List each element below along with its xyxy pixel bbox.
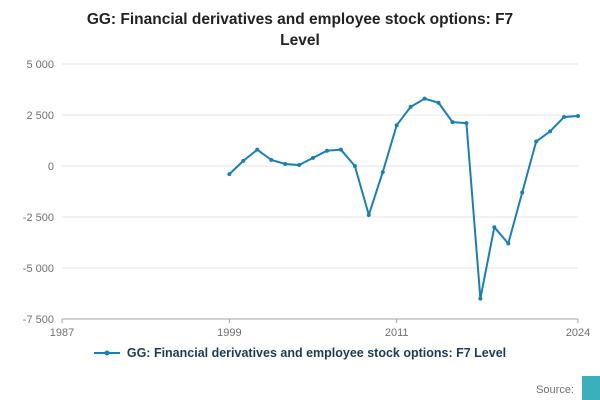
data-point[interactable] — [576, 113, 580, 118]
data-point[interactable] — [506, 241, 511, 246]
y-axis-tick-label: 2 500 — [26, 110, 54, 122]
x-axis-tick-label: 1987 — [50, 327, 74, 339]
data-point[interactable] — [492, 225, 497, 230]
data-point[interactable] — [548, 129, 553, 134]
series-line[interactable] — [228, 97, 579, 300]
source-label: Source: — [536, 384, 574, 396]
data-point[interactable] — [520, 190, 525, 195]
data-point[interactable] — [450, 119, 455, 124]
data-point[interactable] — [297, 162, 302, 167]
data-point[interactable] — [324, 148, 329, 153]
data-point[interactable] — [269, 157, 274, 162]
data-point[interactable] — [338, 147, 343, 152]
data-point[interactable] — [366, 212, 371, 217]
x-axis-tick-label: 2024 — [566, 327, 590, 339]
data-point[interactable] — [255, 147, 260, 152]
y-axis-tick-label: -2 500 — [23, 212, 54, 224]
x-axis-tick-label: 2011 — [385, 327, 409, 339]
legend-label: GG: Financial derivatives and employee s… — [126, 345, 507, 360]
data-point[interactable] — [408, 104, 413, 109]
y-axis-tick-label: 0 — [48, 161, 54, 173]
data-point[interactable] — [352, 163, 357, 168]
data-point[interactable] — [394, 123, 399, 128]
y-axis-tick-label: -7 500 — [23, 314, 54, 326]
data-point[interactable] — [562, 114, 567, 119]
data-point[interactable] — [241, 158, 246, 163]
data-point[interactable] — [311, 155, 316, 160]
data-point[interactable] — [478, 296, 483, 301]
data-point[interactable] — [380, 169, 385, 174]
data-point[interactable] — [464, 121, 469, 126]
corner-widget[interactable] — [582, 376, 600, 400]
chart-title: GG: Financial derivatives and employee s… — [86, 11, 514, 49]
data-point[interactable] — [534, 139, 539, 144]
data-point[interactable] — [436, 100, 441, 105]
y-axis-tick-label: 5 000 — [26, 59, 54, 71]
data-point[interactable] — [227, 172, 232, 177]
data-point[interactable] — [422, 96, 427, 101]
legend-line-marker-icon — [93, 350, 120, 356]
legend-item[interactable]: GG: Financial derivatives and employee s… — [0, 346, 600, 360]
data-point[interactable] — [283, 161, 288, 166]
x-axis-tick-label: 1999 — [217, 327, 241, 339]
y-axis-tick-label: -5 000 — [23, 263, 54, 275]
